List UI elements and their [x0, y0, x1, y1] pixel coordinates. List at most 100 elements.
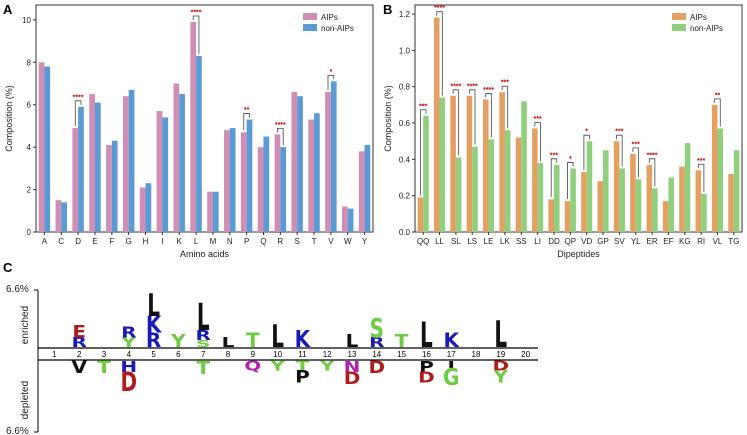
- panel-b-legend-label-nonaips: non-AIPs: [690, 24, 723, 33]
- logo-enriched-5-r: R: [146, 329, 161, 352]
- panel-b-sig-bracket-ri: [697, 163, 705, 192]
- panel-a-bar-nonaips-k: [179, 94, 185, 232]
- panel-b-sig-label-er: ****: [647, 152, 658, 159]
- logo-enriched-11-k: K: [295, 327, 312, 354]
- panel-b-sig-label-ll: ****: [434, 5, 445, 12]
- logo-enriched-19-l: L: [494, 314, 507, 356]
- logo-position-label-19: 19: [496, 350, 505, 359]
- panel-a-bar-nonaips-t: [314, 113, 320, 232]
- panel-a-sig-label-d: ****: [73, 94, 84, 101]
- panel-a-bar-aips-v: [325, 91, 331, 232]
- logo-enriched-4-y: Y: [120, 335, 137, 351]
- panel-b-x-tick-label-qp: QP: [565, 237, 577, 246]
- logo-enriched-9-t: T: [246, 329, 260, 352]
- panel-a-x-axis-label: Amino acids: [180, 249, 230, 259]
- panel-b-bar-aips-sl: [450, 95, 456, 232]
- logo-enriched-7-r: R: [196, 327, 211, 343]
- panel-b-sig-bracket-li: [534, 122, 541, 161]
- logo-depleted-14-d: D: [368, 359, 385, 378]
- panel-b-bar-aips-ls: [466, 95, 473, 232]
- panel-a-sig-label-p: **: [244, 107, 250, 114]
- panel-a-sig-bracket-d: [74, 100, 82, 127]
- panel-a-bar-nonaips-c: [61, 202, 68, 232]
- logo-enriched-15-t: T: [395, 331, 409, 352]
- panel-b-sig-bracket-vl: [714, 98, 721, 127]
- panel-b-bar-aips-dd: [548, 199, 554, 232]
- panel-a-bar-nonaips-p: [246, 119, 253, 232]
- logo-enriched-6-y: Y: [170, 331, 186, 352]
- panel-b-bar-nonaips-tg: [733, 150, 740, 232]
- panel-b-y-tick-label: 1.0: [399, 46, 411, 55]
- panel-b-bar-nonaips-kg: [684, 143, 691, 232]
- panel-b-y-axis-label: Composition (%): [383, 85, 393, 152]
- panel-b-x-tick-label-ef: EF: [663, 237, 673, 246]
- logo-position-label-14: 14: [372, 350, 381, 359]
- logo-enriched-13-l: L: [346, 331, 359, 352]
- logo-position-label-11: 11: [298, 350, 307, 359]
- panel-a-sig-bracket-p: [243, 113, 250, 131]
- panel-b-x-tick-label-ll: LL: [435, 237, 444, 246]
- panel-a-bar-aips-t: [308, 119, 315, 232]
- panel-b-sig-bracket-qq: [419, 109, 427, 196]
- panel-label-b: B: [383, 2, 392, 17]
- panel-b-bar-aips-ss: [515, 137, 522, 232]
- panel-a-bar-aips-s: [291, 91, 298, 232]
- logo-position-label-6: 6: [176, 350, 181, 359]
- panel-a-sig-bracket-l: [192, 15, 200, 54]
- panel-b-x-tick-label-tg: TG: [728, 237, 739, 246]
- panel-a-bar-aips-n: [224, 130, 230, 232]
- panel-a-bar-aips-r: [274, 134, 281, 232]
- panel-b-bar-nonaips-sv: [619, 168, 625, 232]
- panel-b-x-tick-label-yl: YL: [631, 237, 641, 246]
- panel-b-bar-aips-vd: [581, 172, 587, 232]
- panel-b-sig-label-lk: ***: [501, 80, 509, 87]
- logo-position-label-8: 8: [226, 350, 231, 359]
- logo-position-label-1: 1: [52, 350, 57, 359]
- panel-a-y-tick-label: 4: [27, 143, 32, 152]
- panel-b-x-axis-label: Dipeptides: [557, 249, 600, 259]
- panel-a-x-tick-label-c: C: [58, 237, 64, 246]
- panel-a-bar-nonaips-a: [44, 66, 51, 232]
- panel-b-bar-nonaips-gp: [603, 150, 609, 232]
- panel-a-bar-aips-g: [122, 96, 129, 232]
- panel-b-sig-bracket-ll: [436, 11, 443, 96]
- logo-ymax-label-bottom: 6.6%: [6, 426, 29, 435]
- panel-b-sig-bracket-sv: [616, 134, 623, 167]
- panel-a-bar-aips-d: [72, 128, 79, 232]
- panel-a-bar-aips-p: [240, 132, 247, 232]
- panel-b-x-tick-label-vl: VL: [713, 237, 723, 246]
- panel-b-sig-bracket-vd: [583, 134, 590, 171]
- panel-b-sig-label-sl: ****: [450, 83, 461, 90]
- logo-depleted-12-y: Y: [319, 358, 336, 374]
- panel-a-y-tick-label: 8: [27, 58, 32, 67]
- panel-b-bar-aips-sv: [613, 141, 620, 232]
- logo-enriched-14-s: S: [370, 313, 384, 345]
- logo-depleted-13-n: N: [344, 359, 361, 376]
- panel-b-y-tick-label: 0.6: [399, 119, 411, 128]
- panel-b-bar-nonaips-sl: [455, 157, 462, 232]
- panel-b-bar-chart: 0.0 0.2 0.4 0.6 0.8 1.0 1.2 QQ LL SL LS LE LK SS LI DD Q…: [383, 4, 743, 259]
- logo-position-label-15: 15: [397, 350, 406, 359]
- panel-a-legend-swatch-aips: [303, 13, 317, 20]
- panel-a-bar-nonaips-e: [94, 102, 101, 233]
- logo-depleted-4-h: H: [120, 359, 137, 376]
- panel-a-bar-nonaips-h: [145, 183, 152, 232]
- panel-b-sig-bracket-er: [648, 158, 656, 187]
- logo-depleted-17-i: I: [447, 359, 454, 371]
- panel-b-bar-nonaips-qq: [423, 115, 429, 232]
- logo-depleted-10-y: Y: [269, 358, 286, 374]
- panel-b-sig-label-qp: *: [569, 156, 572, 163]
- logo-position-label-18: 18: [472, 350, 481, 359]
- panel-a-x-tick-label-g: G: [126, 237, 132, 246]
- panel-a-x-tick-label-k: K: [177, 237, 183, 246]
- logo-position-label-12: 12: [323, 350, 332, 359]
- panel-b-y-tick-label: 1.2: [399, 10, 411, 19]
- panel-b-bar-nonaips-vl: [717, 128, 724, 232]
- logo-y-label-depleted: depleted: [20, 381, 31, 419]
- panel-b-legend-swatch-aips: [672, 13, 686, 20]
- panel-b-bar-nonaips-le: [488, 139, 495, 232]
- panel-b-bar-nonaips-qp: [570, 168, 576, 232]
